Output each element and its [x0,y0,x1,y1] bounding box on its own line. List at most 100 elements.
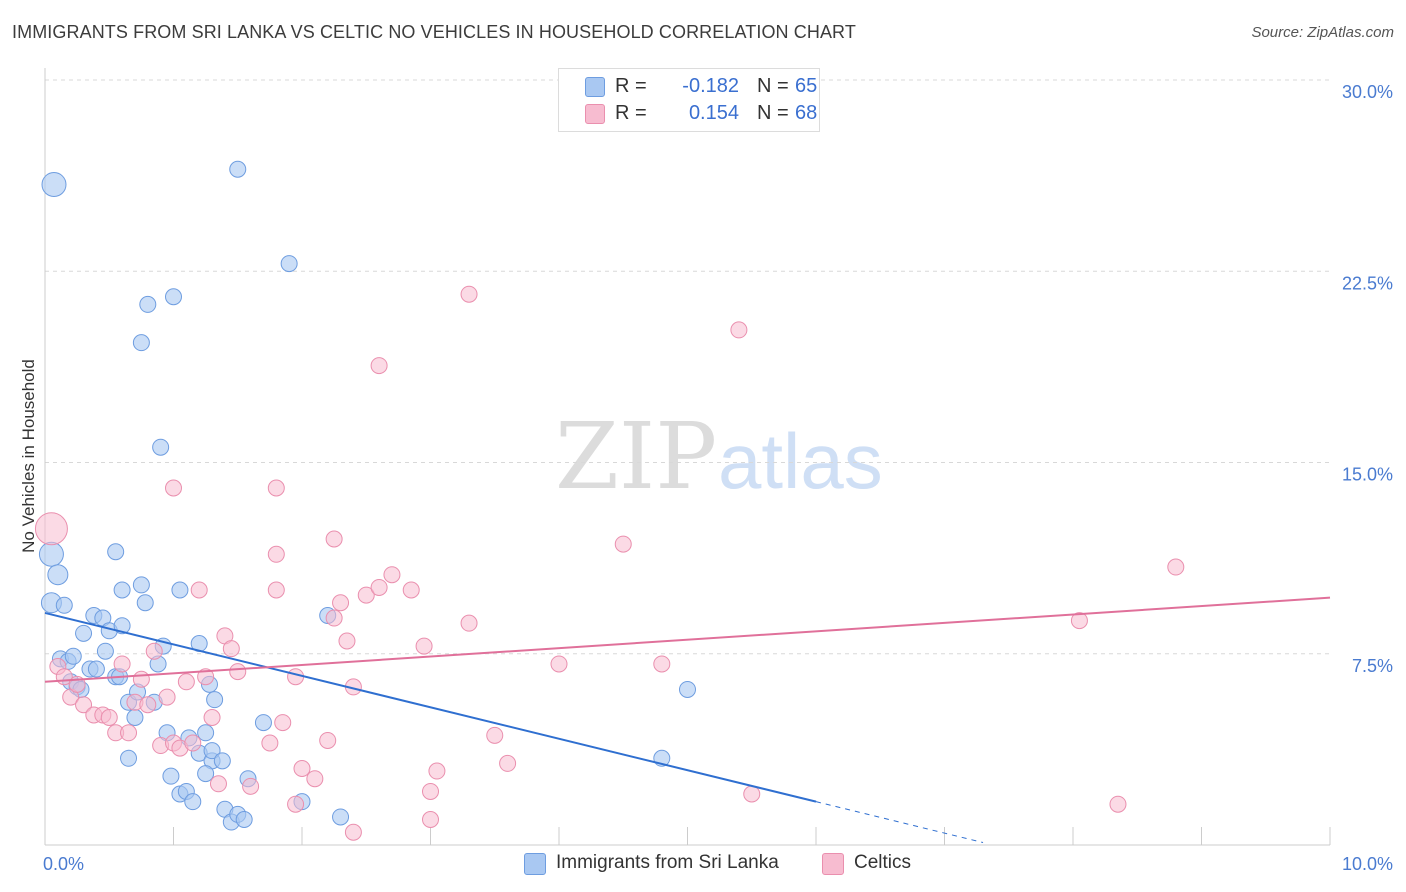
data-point-celtics [293,760,311,777]
data-point-sri-lanka [120,749,138,767]
data-point-celtics [428,762,446,780]
trend-line-sri-lanka-extension [815,801,984,844]
data-point-celtics [287,795,305,813]
data-point-celtics [332,594,350,612]
trend-line-celtics [44,596,1331,683]
y-tick-label: 7.5% [1352,656,1393,676]
data-point-sri-lanka [165,288,182,306]
data-point-celtics [274,714,292,732]
y-axis-label: No Vehicles in Household [19,359,38,553]
legend-r-value: 0.154 [688,102,739,124]
data-point-sri-lanka [41,172,67,198]
data-point-sri-lanka [206,691,224,709]
legend-n-label: N = [757,102,789,124]
data-point-celtics [261,734,279,752]
data-point-sri-lanka [332,808,350,826]
data-point-celtics [383,566,401,584]
data-point-celtics [267,479,285,497]
y-tick-label: 30.0% [1342,82,1393,102]
bottom-legend-label: Celtics [854,852,912,873]
x-tick-label: 0.0% [43,854,84,874]
data-point-sri-lanka [87,660,105,678]
watermark-zip: ZIP [555,403,717,510]
data-point-celtics [132,670,150,688]
data-point-sri-lanka [171,581,189,599]
data-point-sri-lanka [679,680,696,698]
trend-line-sri-lanka [44,611,817,803]
bottom-legend-swatch-pink [822,853,844,875]
data-point-celtics [197,668,215,686]
data-point-celtics [422,782,439,800]
data-point-celtics [486,726,504,744]
data-point-celtics [743,785,761,803]
chart-title: IMMIGRANTS FROM SRI LANKA VS CELTIC NO V… [12,22,856,42]
legend-r-value: -0.182 [682,75,739,97]
data-point-sri-lanka [184,793,202,811]
data-point-celtics [415,637,433,655]
data-point-celtics [422,811,439,828]
source-credit: Source: ZipAtlas.com [1251,24,1394,41]
y-tick-label: 22.5% [1342,273,1393,293]
data-point-celtics [165,479,182,497]
data-point-celtics [158,688,176,706]
legend-swatch-pink [585,104,605,124]
series-celtics-points [34,285,1185,841]
data-point-celtics [370,578,388,596]
legend-n-value: 65 [795,75,818,97]
data-point-sri-lanka [280,255,298,273]
data-point-sri-lanka [235,811,253,828]
data-point-sri-lanka [254,714,272,732]
y-tick-label: 15.0% [1342,465,1393,485]
data-point-sri-lanka [213,752,231,770]
data-point-celtics [325,530,343,548]
data-point-celtics [306,770,324,788]
data-point-celtics [113,655,131,673]
data-point-celtics [229,663,247,681]
data-point-celtics [139,696,157,714]
data-point-celtics [402,581,420,599]
data-point-sri-lanka [197,724,215,742]
data-point-sri-lanka [136,594,154,612]
legend-n-value: 68 [795,102,818,124]
data-point-sri-lanka [38,541,64,567]
data-point-celtics [209,775,227,793]
data-point-celtics [34,512,68,546]
data-point-celtics [267,581,285,599]
data-point-sri-lanka [132,334,150,352]
data-point-celtics [1109,795,1127,813]
bottom-legend-swatch-blue [524,853,546,875]
data-point-celtics [344,823,362,841]
data-point-celtics [319,731,337,749]
data-point-sri-lanka [64,647,82,665]
data-point-sri-lanka [197,765,215,783]
data-point-sri-lanka [229,160,247,178]
data-point-celtics [357,586,375,604]
data-point-sri-lanka [132,576,150,594]
data-point-sri-lanka [126,709,144,726]
data-point-celtics [75,696,93,714]
data-point-celtics [242,777,260,795]
series-sri-lanka-points [38,160,696,831]
bottom-legend-label: Immigrants from Sri Lanka [556,852,779,873]
legend-r-label: R = [615,75,647,97]
axes [44,68,1331,846]
legend-swatch-blue [585,77,605,97]
watermark: ZIP atlas [555,403,883,510]
data-point-celtics [100,709,118,726]
data-point-sri-lanka [55,596,73,614]
data-point-celtics [267,545,285,563]
data-point-sri-lanka [113,617,131,635]
data-point-celtics [325,609,343,627]
data-point-celtics [614,535,632,553]
watermark-atlas: atlas [718,417,883,505]
data-point-celtics [203,709,221,726]
data-point-sri-lanka [113,581,131,599]
data-point-celtics [653,655,671,673]
data-point-sri-lanka [47,564,69,586]
data-point-celtics [177,673,195,691]
data-point-celtics [1070,612,1088,630]
data-point-sri-lanka [75,624,93,642]
data-point-celtics [287,668,305,686]
legend-r-label: R = [615,102,647,124]
data-point-celtics [730,321,748,339]
